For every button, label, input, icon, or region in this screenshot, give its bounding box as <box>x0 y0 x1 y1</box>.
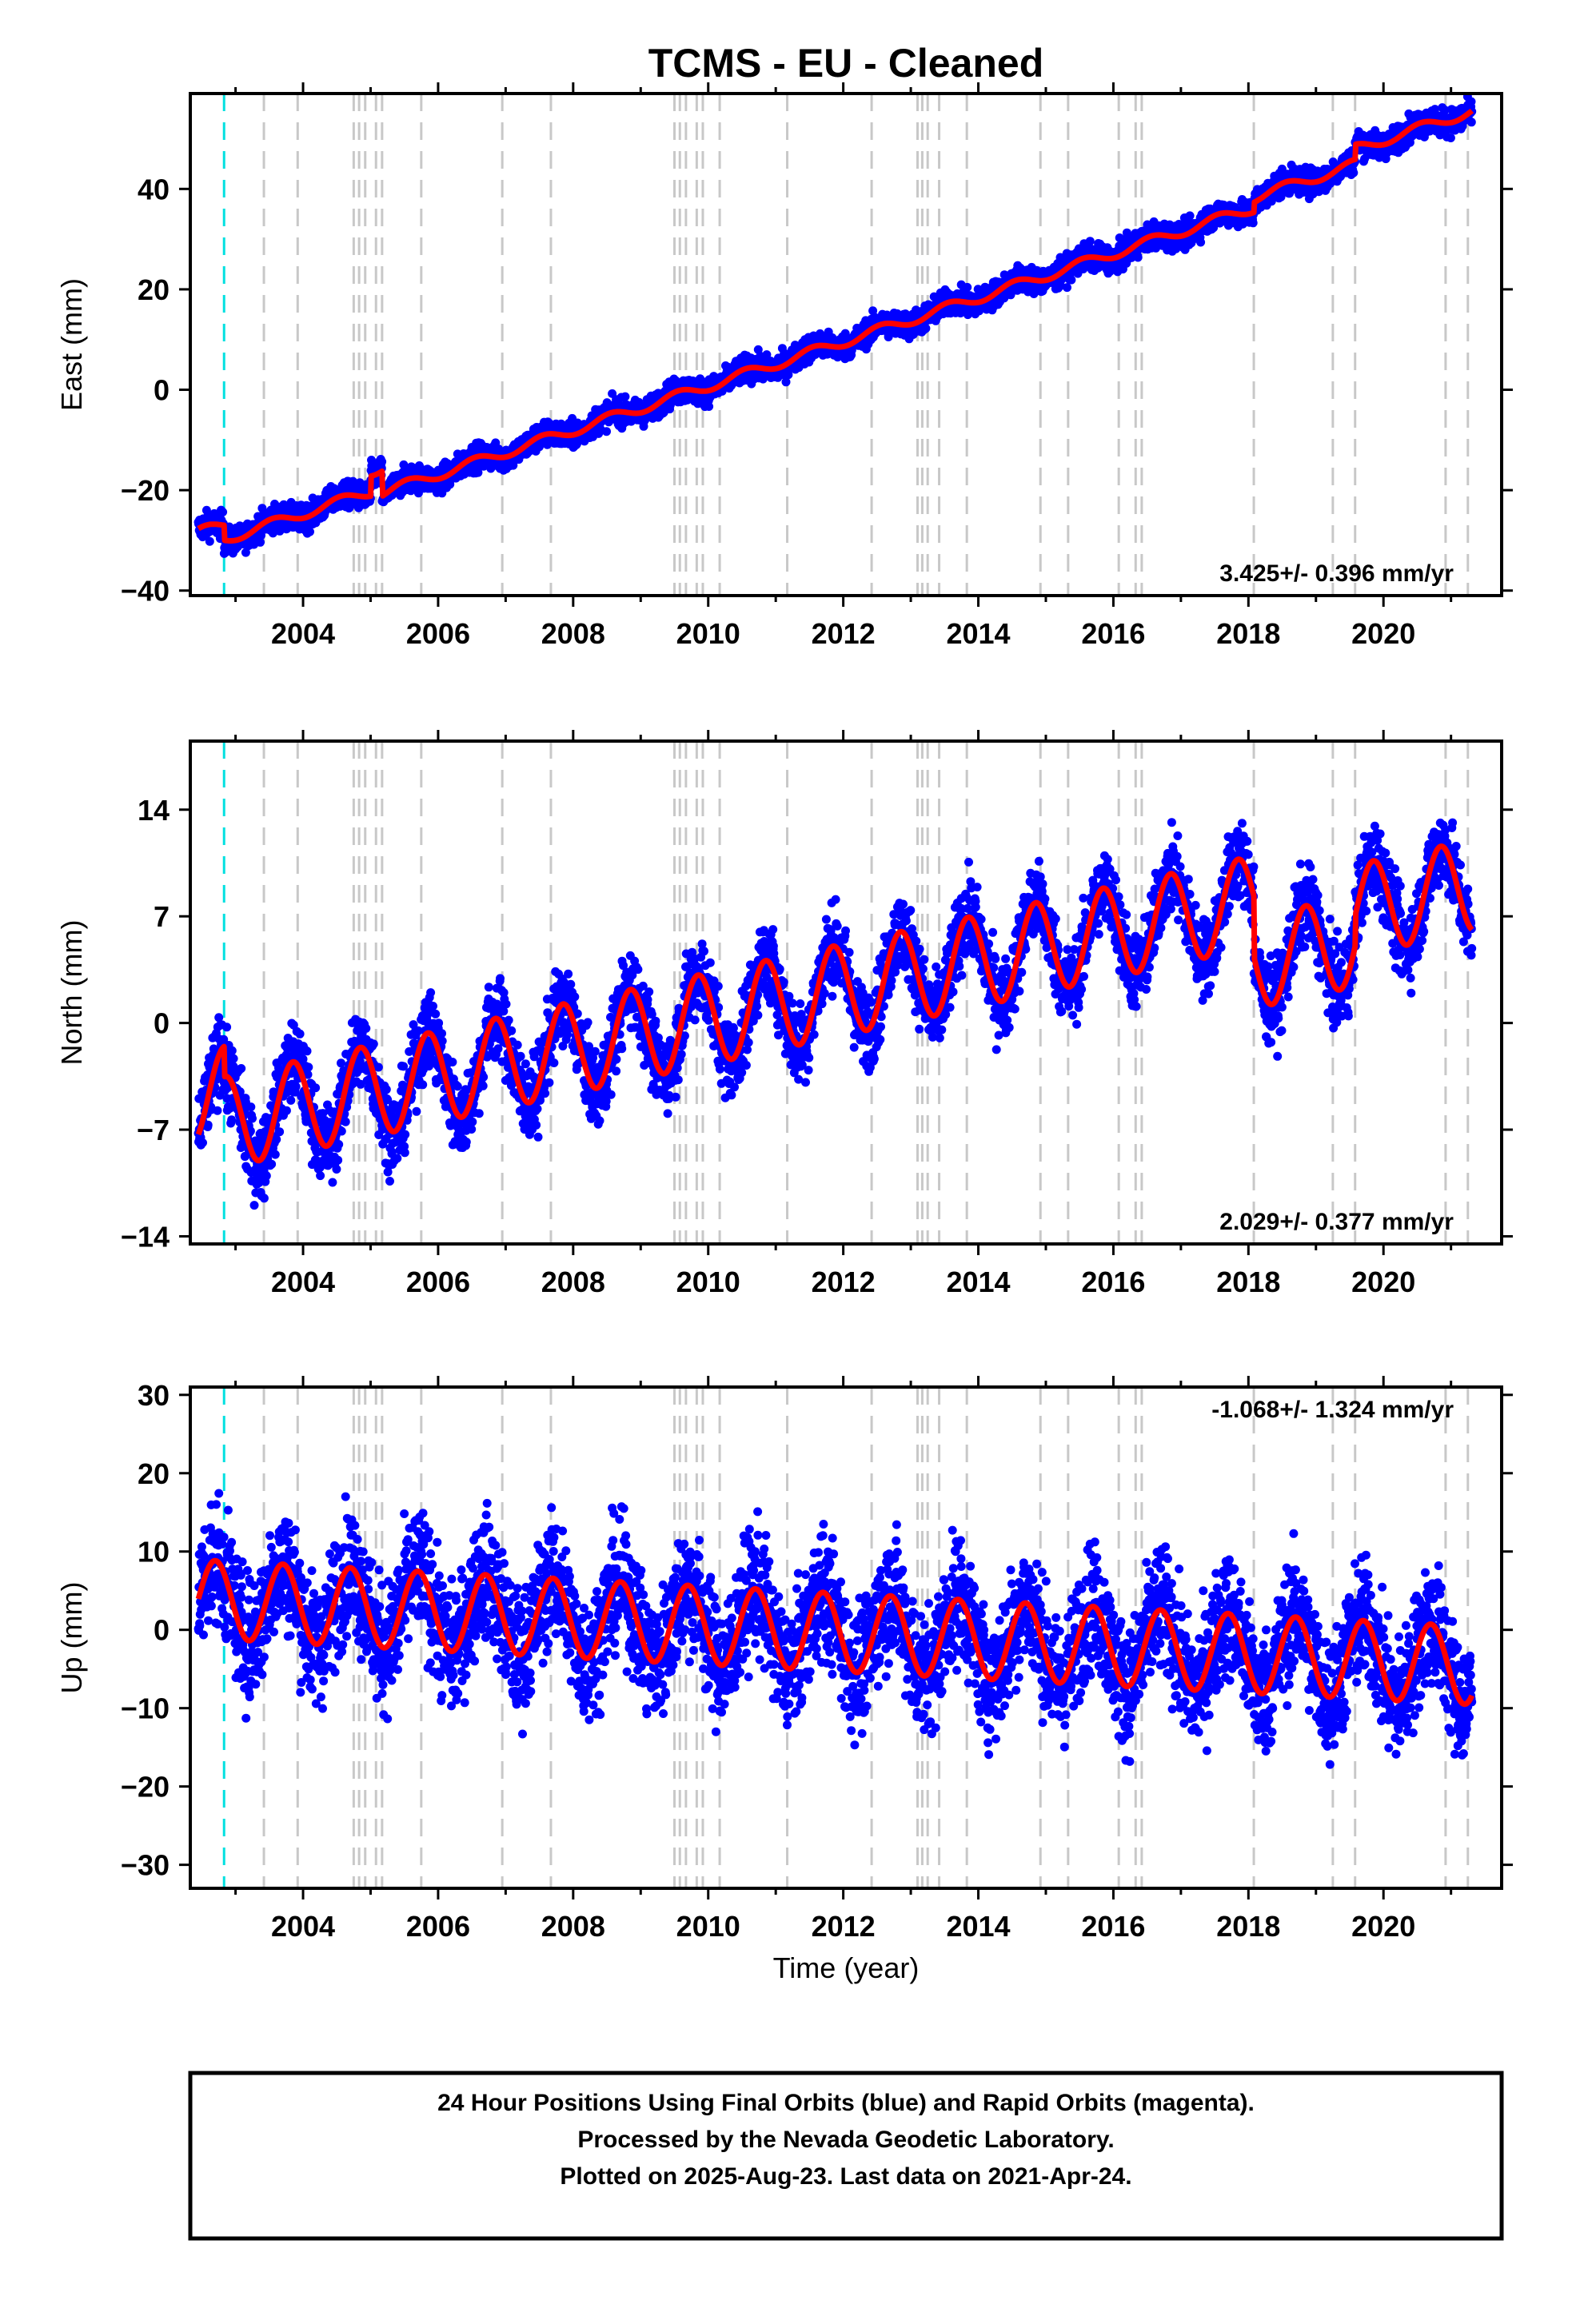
x-tick-label: 2008 <box>541 617 605 650</box>
y-tick-label: −40 <box>121 575 170 608</box>
data-point <box>602 427 611 436</box>
x-tick-label: 2010 <box>676 617 740 650</box>
data-point <box>267 1160 276 1169</box>
y-tick-label: −20 <box>121 474 170 507</box>
data-point <box>262 1171 271 1180</box>
data-point <box>237 1064 245 1073</box>
data-point <box>1063 283 1071 292</box>
east-rate-label: 3.425+/- 0.396 mm/yr <box>1219 560 1454 587</box>
x-tick-label: 2006 <box>406 617 470 650</box>
data-point <box>286 1096 295 1105</box>
y-tick-label: 0 <box>154 374 170 407</box>
chart-title: TCMS - EU - Cleaned <box>648 41 1043 86</box>
data-point <box>1134 253 1143 262</box>
data-point <box>246 1102 255 1111</box>
x-tick-label: 2012 <box>812 617 876 650</box>
data-point <box>1467 118 1476 126</box>
east-data-points <box>194 92 1477 558</box>
data-point <box>1446 134 1455 142</box>
east-panel: 2004 2006 2008 2010 2012 2014 2016 2018 2020 −40 −… <box>55 82 1513 650</box>
data-point <box>963 283 972 292</box>
data-point <box>248 1114 257 1123</box>
data-point <box>282 1106 291 1115</box>
data-point <box>228 1046 237 1055</box>
y-tick-label: 20 <box>138 273 170 306</box>
data-point <box>250 1201 259 1210</box>
data-point <box>1196 238 1205 247</box>
x-tick-label: 2020 <box>1351 617 1415 650</box>
data-point <box>292 1082 301 1091</box>
data-point <box>213 1106 221 1115</box>
data-point <box>1186 211 1195 220</box>
data-point <box>704 402 713 411</box>
data-point <box>620 393 629 401</box>
east-axis-title: East (mm) <box>55 278 88 411</box>
data-point <box>921 324 930 333</box>
data-point <box>305 528 314 536</box>
data-point <box>1067 276 1075 285</box>
data-point <box>1467 98 1476 106</box>
data-point <box>1249 218 1258 227</box>
x-tick-label: 2018 <box>1216 617 1280 650</box>
data-point <box>272 1135 281 1144</box>
data-point <box>271 1150 280 1159</box>
data-point <box>296 1030 305 1038</box>
north-data-points <box>194 818 1477 1210</box>
data-point <box>198 1138 207 1147</box>
data-point <box>260 1194 269 1202</box>
data-point <box>222 1022 231 1031</box>
data-point <box>205 537 214 546</box>
data-point <box>218 508 227 516</box>
x-tick-label: 2014 <box>946 617 1010 650</box>
data-point <box>227 1115 236 1124</box>
x-tick-label: 2004 <box>271 617 335 650</box>
data-point <box>229 1054 238 1063</box>
data-point <box>275 1127 284 1136</box>
y-tick-label: 40 <box>138 173 170 205</box>
data-point <box>1349 169 1358 177</box>
x-tick-label: 2016 <box>1081 617 1145 650</box>
data-point <box>377 457 386 466</box>
